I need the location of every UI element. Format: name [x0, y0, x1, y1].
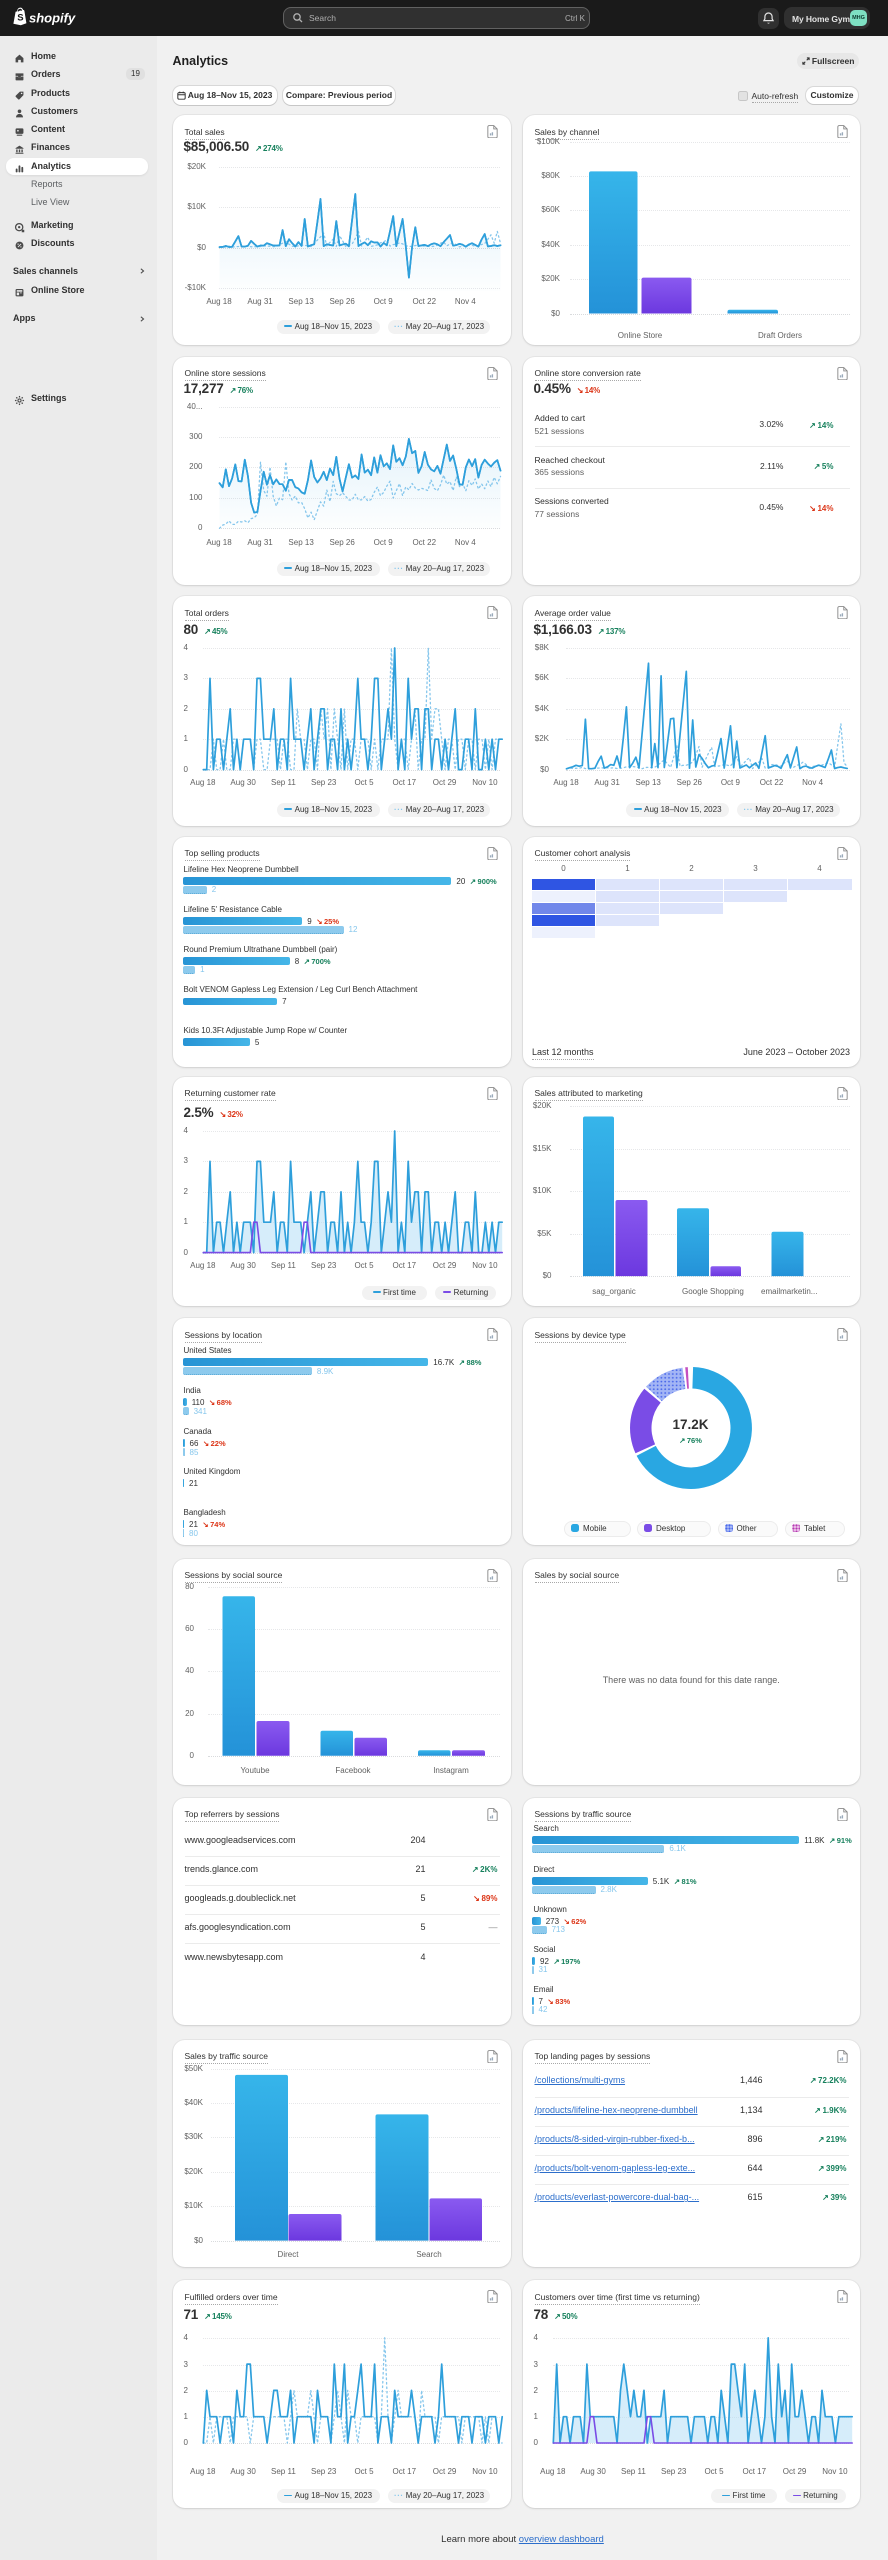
svg-text:S: S — [17, 13, 23, 24]
svg-text:shopify: shopify — [29, 11, 76, 26]
